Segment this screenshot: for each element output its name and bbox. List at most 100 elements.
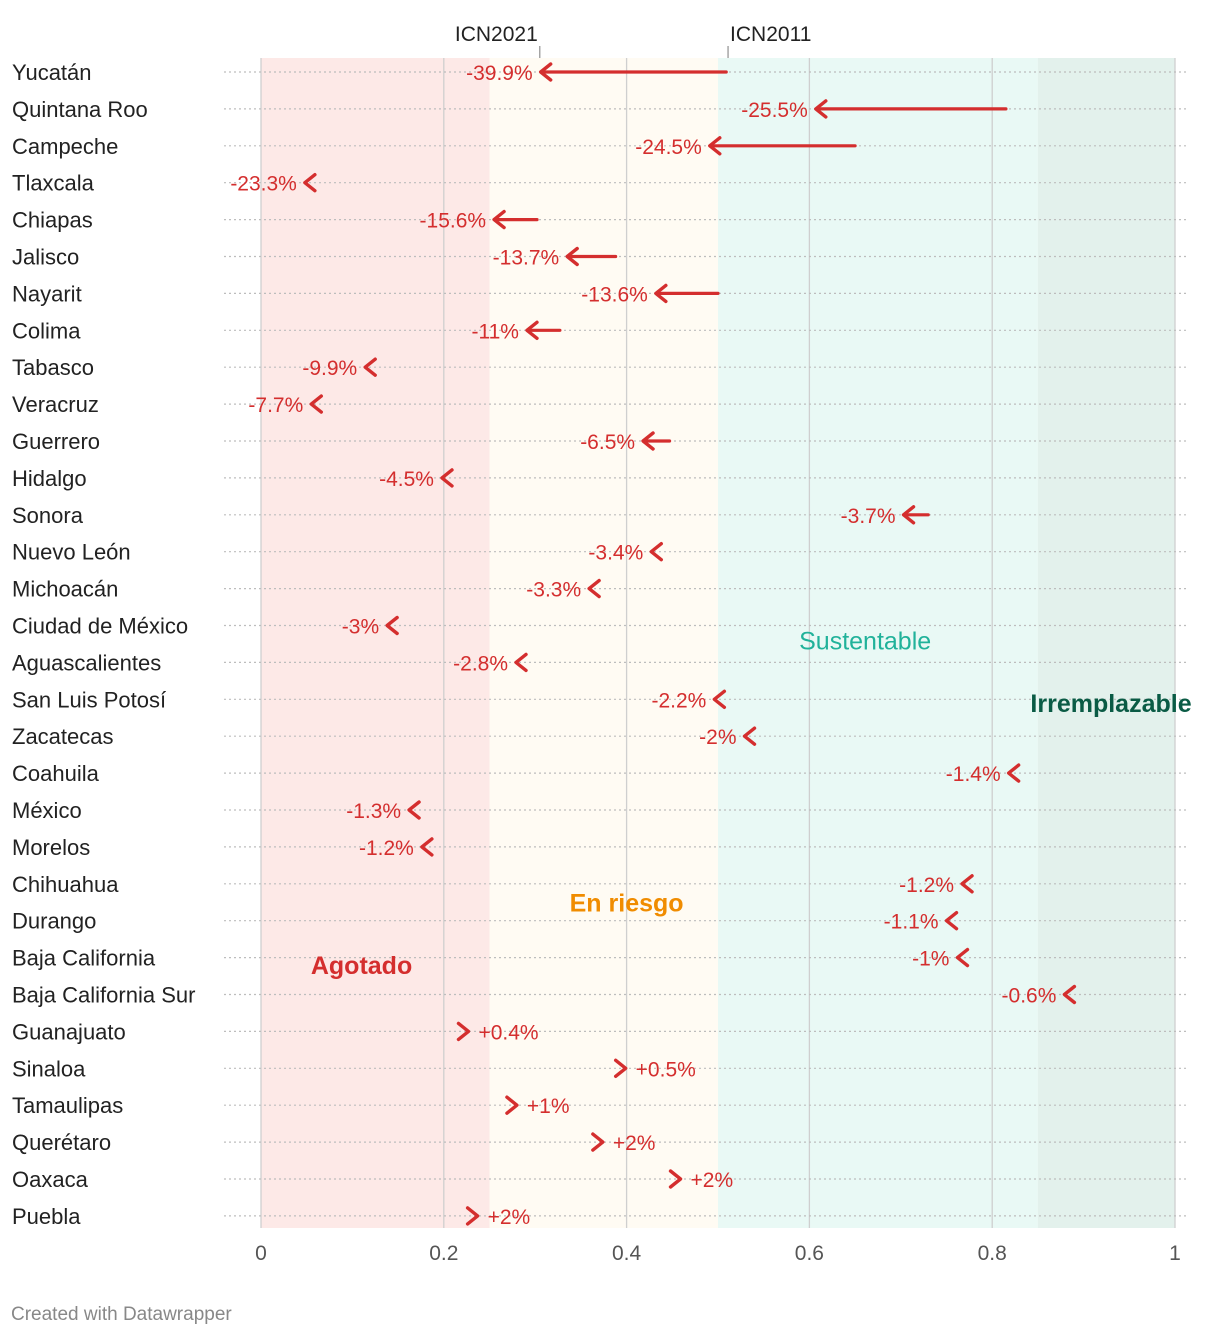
zone-band-3: [1037, 58, 1175, 1228]
arrow-head-29: [591, 1132, 605, 1152]
category-label-17: San Luis Potosí: [12, 687, 166, 712]
legend-label-icn2021: ICN2021: [455, 23, 538, 46]
x-tick-label-3: 0.6: [795, 1242, 824, 1265]
category-label-12: Sonora: [12, 503, 84, 528]
arrow-head-3: [303, 172, 317, 193]
arrow-head-6: [654, 283, 668, 304]
category-label-7: Colima: [12, 318, 81, 343]
value-label-29: +2%: [613, 1132, 656, 1155]
arrow-head-12: [901, 505, 916, 525]
category-label-3: Tlaxcala: [12, 171, 95, 196]
category-label-21: Morelos: [12, 835, 90, 860]
category-label-13: Nuevo León: [12, 540, 131, 565]
arrow-head-5: [565, 246, 579, 267]
value-label-16: -2.8%: [453, 652, 508, 675]
arrow-head-21: [420, 837, 434, 857]
category-label-6: Nayarit: [12, 281, 82, 306]
value-label-31: +2%: [488, 1206, 531, 1229]
category-label-2: Campeche: [12, 134, 118, 159]
arrow-head-24: [955, 947, 970, 968]
value-label-28: +1%: [527, 1095, 570, 1118]
category-label-1: Quintana Roo: [12, 97, 148, 122]
value-label-8: -9.9%: [302, 357, 357, 380]
category-label-14: Michoacán: [12, 577, 118, 602]
value-label-24: -1%: [912, 948, 949, 971]
arrow-head-9: [309, 394, 323, 414]
value-label-3: -23.3%: [230, 173, 297, 196]
value-label-26: +0.4%: [478, 1021, 538, 1044]
category-label-9: Veracruz: [12, 392, 99, 417]
zone-band-1: [489, 58, 718, 1228]
value-label-19: -1.4%: [946, 763, 1001, 786]
category-label-26: Guanajuato: [12, 1019, 126, 1044]
arrow-head-16: [514, 652, 528, 673]
category-label-0: Yucatán: [12, 60, 92, 85]
value-label-10: -6.5%: [580, 431, 635, 454]
arrow-head-4: [492, 209, 506, 230]
category-label-5: Jalisco: [12, 245, 79, 270]
arrow-head-15: [385, 615, 399, 636]
value-label-23: -1.1%: [884, 911, 939, 934]
category-label-4: Chiapas: [12, 208, 93, 233]
category-label-15: Ciudad de México: [12, 614, 188, 639]
x-tick-label-1: 0.2: [429, 1242, 458, 1265]
category-label-22: Chihuahua: [12, 872, 119, 897]
zone-label-1: En riesgo: [570, 889, 684, 917]
value-label-25: -0.6%: [1002, 985, 1057, 1008]
category-label-10: Guerrero: [12, 429, 100, 454]
category-label-8: Tabasco: [12, 355, 94, 380]
category-label-11: Hidalgo: [12, 466, 87, 491]
value-label-9: -7.7%: [248, 394, 303, 417]
arrow-head-31: [465, 1206, 480, 1226]
credit-text[interactable]: Created with Datawrapper: [11, 1304, 232, 1325]
value-label-7: -11%: [472, 320, 519, 343]
x-tick-label-4: 0.8: [978, 1242, 1007, 1265]
arrow-head-18: [742, 726, 757, 746]
arrow-head-14: [587, 578, 601, 599]
arrow-head-26: [456, 1021, 471, 1042]
arrow-head-0: [538, 62, 553, 82]
value-label-11: -4.5%: [379, 468, 434, 491]
x-tick-label-2: 0.4: [612, 1242, 642, 1265]
value-label-2: -24.5%: [635, 136, 702, 159]
arrow-head-2: [708, 136, 722, 156]
category-label-31: Puebla: [12, 1204, 81, 1229]
category-label-20: México: [12, 798, 82, 823]
arrow-head-11: [440, 468, 454, 488]
zone-label-2: Sustentable: [799, 627, 931, 655]
x-tick-label-5: 1: [1169, 1242, 1181, 1265]
zone-band-2: [718, 58, 1038, 1228]
value-label-21: -1.2%: [359, 837, 414, 860]
arrow-chart: Agotado En riesgo Sustentable Irremplazable…: [12, 23, 1192, 1265]
value-label-12: -3.7%: [841, 505, 896, 528]
arrow-head-7: [525, 320, 539, 340]
zone-label-3: Irremplazable: [1030, 690, 1191, 718]
value-label-22: -1.2%: [899, 874, 954, 897]
category-label-16: Aguascalientes: [12, 650, 161, 675]
value-label-15: -3%: [342, 616, 379, 639]
category-label-30: Oaxaca: [12, 1167, 89, 1192]
arrow-head-28: [505, 1095, 519, 1115]
legend-label-icn2011: ICN2011: [730, 23, 811, 46]
arrow-head-17: [712, 689, 727, 709]
arrow-head-13: [649, 542, 663, 562]
category-label-19: Coahuila: [12, 761, 100, 786]
arrow-head-25: [1062, 984, 1077, 1005]
arrow-head-8: [363, 357, 377, 377]
value-label-5: -13.7%: [493, 247, 560, 270]
value-label-18: -2%: [699, 726, 736, 749]
arrow-head-22: [960, 874, 974, 894]
x-tick-label-0: 0: [255, 1242, 267, 1265]
category-label-28: Tamaulipas: [12, 1093, 123, 1118]
value-label-13: -3.4%: [588, 542, 643, 565]
arrow-head-20: [407, 800, 421, 820]
zone-label-0: Agotado: [311, 952, 412, 980]
arrow-head-27: [613, 1058, 628, 1079]
arrow-head-10: [641, 431, 655, 451]
category-label-18: Zacatecas: [12, 724, 114, 749]
arrow-head-19: [1006, 763, 1021, 783]
category-label-23: Durango: [12, 909, 96, 934]
category-label-24: Baja California: [12, 946, 156, 971]
zone-band-0: [261, 58, 490, 1228]
arrow-head-23: [944, 911, 959, 931]
